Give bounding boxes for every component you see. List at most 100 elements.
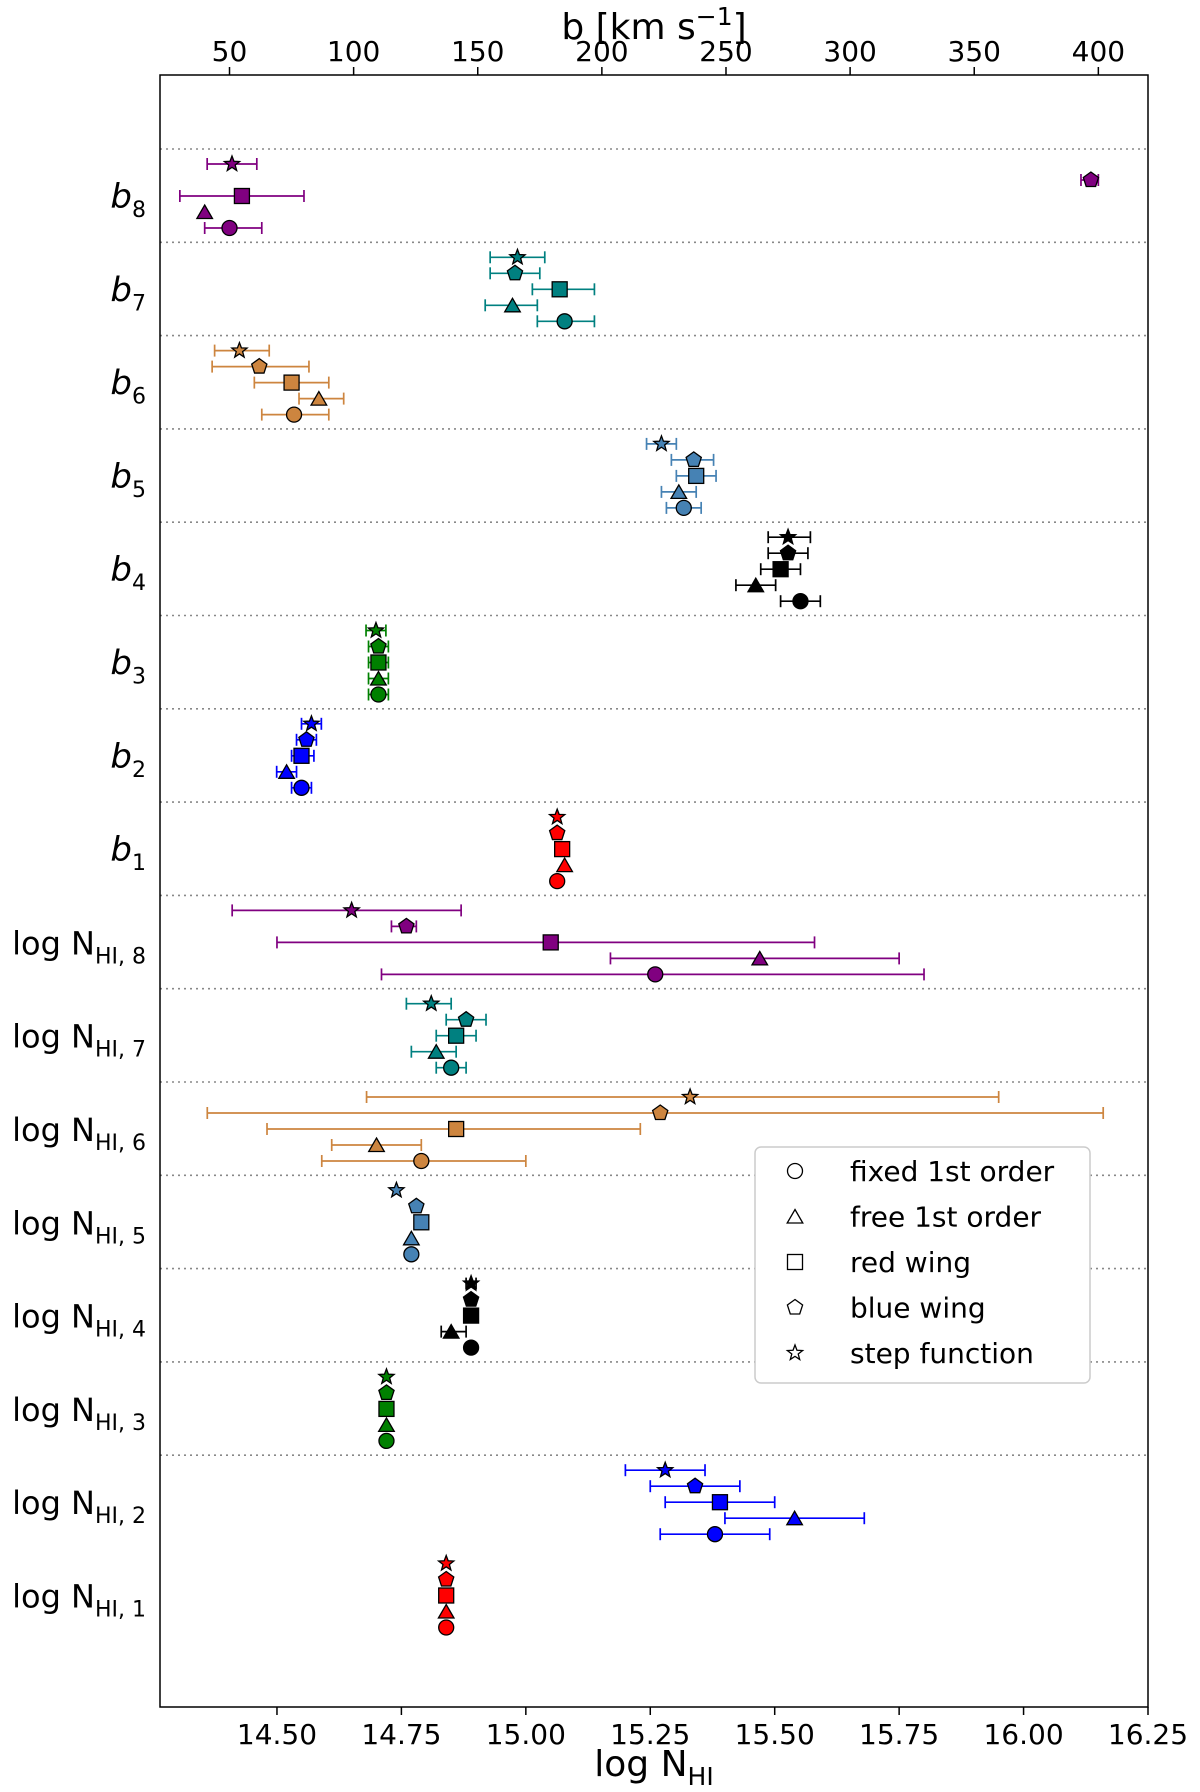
row-label-base: b — [110, 364, 132, 404]
bottom-tick-label: 14.50 — [237, 1718, 317, 1751]
row-label-sub: HI, 4 — [95, 1318, 146, 1343]
bottom-tick-label: 15.75 — [859, 1718, 939, 1751]
top-axis-title-main: b [km s — [561, 7, 695, 48]
point-b6-triangle — [309, 390, 328, 406]
row-label-sub: HI, 7 — [95, 1038, 146, 1063]
row-label-base: log N — [12, 1391, 95, 1429]
row-label-sub: 6 — [132, 385, 146, 410]
top-tick-label: 100 — [327, 35, 380, 68]
row-label-base: b — [110, 270, 132, 310]
legend-marker-pentagon — [786, 1298, 804, 1315]
bottom-axis-title: log NHI — [594, 1744, 713, 1791]
point-N1-square — [438, 1587, 455, 1604]
top-tick-label: 150 — [451, 35, 504, 68]
legend: fixed 1st order free 1st order red wing blu… — [754, 1146, 1091, 1384]
point-b8-circle — [221, 219, 238, 237]
point-b1-pentagon — [548, 824, 566, 841]
point-N7-triangle — [427, 1043, 446, 1059]
legend-marker-star — [785, 1343, 805, 1361]
row-label-b2: b2 — [110, 737, 146, 783]
point-N5-triangle — [402, 1230, 421, 1246]
row-label-sub: HI, 6 — [95, 1131, 146, 1156]
point-b4-circle — [792, 593, 809, 610]
point-N4-pentagon — [462, 1290, 480, 1307]
point-b2-pentagon — [298, 730, 315, 747]
point-N1-pentagon — [437, 1570, 455, 1587]
point-b3-pentagon — [370, 637, 387, 654]
point-N8-square — [542, 934, 559, 951]
point-N8-star — [342, 900, 362, 919]
point-b3-star — [366, 620, 386, 639]
point-b2-circle — [293, 779, 310, 796]
point-N4-circle — [462, 1339, 480, 1356]
point-b8-pentagon — [1082, 171, 1100, 188]
point-N3-circle — [378, 1432, 395, 1450]
point-N3-triangle — [377, 1416, 396, 1433]
top-tick-label: 350 — [948, 35, 1001, 68]
legend-label-triangle: free 1st order — [850, 1201, 1042, 1234]
top-x-axis: 50 100 150 200 250 300 350 400 — [212, 35, 1125, 75]
point-N6-star — [680, 1087, 700, 1105]
top-axis-title-sup: −1 — [696, 2, 733, 31]
row-label-base: log N — [12, 1578, 95, 1616]
bottom-tick-label: 16.00 — [983, 1718, 1063, 1751]
row-label-base: b — [110, 830, 132, 870]
row-label-base: log N — [12, 1018, 95, 1056]
point-b5-circle — [675, 499, 692, 517]
point-N8-circle — [647, 966, 664, 983]
row-label-b1: b1 — [110, 830, 146, 876]
row-label-base: b — [110, 550, 132, 590]
point-b8-triangle — [195, 203, 214, 220]
top-tick-label: 400 — [1072, 35, 1125, 68]
top-tick-label: 50 — [212, 35, 248, 68]
point-b2-triangle — [277, 763, 296, 779]
plot-frame — [159, 74, 1149, 1708]
row-label-b5: b5 — [110, 457, 146, 503]
point-N2-triangle — [785, 1509, 804, 1526]
legend-marker-circle — [786, 1162, 804, 1180]
row-label-N6: log NHI, 6 — [12, 1111, 146, 1156]
row-separators — [160, 148, 1148, 1456]
point-b4-triangle — [746, 576, 765, 593]
point-b1-star — [547, 807, 567, 826]
point-b6-circle — [285, 406, 303, 423]
row-label-b7: b7 — [110, 270, 146, 316]
row-label-N1: log NHI, 1 — [12, 1578, 146, 1623]
point-b5-triangle — [669, 483, 688, 500]
row-label-sub: 7 — [132, 291, 146, 316]
bottom-tick-label: 15.50 — [735, 1718, 815, 1751]
bottom-x-axis: 14.50 14.75 15.00 15.25 15.50 15.75 16.00 16.25 — [237, 1707, 1188, 1751]
row-label-N5: log NHI, 5 — [12, 1204, 146, 1249]
point-N4-star — [461, 1273, 481, 1292]
point-N8-triangle — [750, 950, 769, 966]
data-markers — [195, 154, 1100, 1636]
legend-label-circle: fixed 1st order — [850, 1155, 1055, 1188]
point-b8-star — [222, 154, 242, 172]
point-b3-circle — [370, 686, 387, 703]
bottom-tick-label: 15.00 — [486, 1718, 566, 1751]
top-tick-label: 200 — [575, 35, 628, 68]
point-b1-circle — [549, 872, 566, 890]
point-N4-square — [462, 1307, 480, 1324]
point-N5-circle — [403, 1246, 420, 1263]
bottom-tick-label: 15.25 — [610, 1718, 690, 1751]
point-N6-square — [448, 1120, 465, 1138]
bottom-tick-label: 14.75 — [361, 1718, 441, 1751]
row-label-base: log N — [12, 1204, 95, 1242]
point-b7-pentagon — [506, 264, 524, 281]
point-b7-circle — [556, 313, 573, 330]
point-N1-circle — [438, 1619, 455, 1636]
point-b5-star — [652, 434, 671, 452]
row-label-sub: 8 — [132, 198, 146, 223]
point-N2-circle — [706, 1526, 724, 1543]
point-N6-circle — [413, 1152, 430, 1170]
row-label-base: log N — [12, 1111, 95, 1149]
point-b8-square — [233, 187, 251, 205]
point-N2-star — [655, 1460, 675, 1479]
top-axis-title: b [km s−1] — [561, 2, 746, 48]
point-b4-pentagon — [779, 544, 797, 561]
point-b5-pentagon — [685, 451, 703, 468]
legend-entries: fixed 1st order free 1st order red wing blu… — [785, 1155, 1055, 1370]
row-label-b4: b4 — [110, 550, 146, 596]
top-tick-label: 300 — [823, 35, 876, 68]
